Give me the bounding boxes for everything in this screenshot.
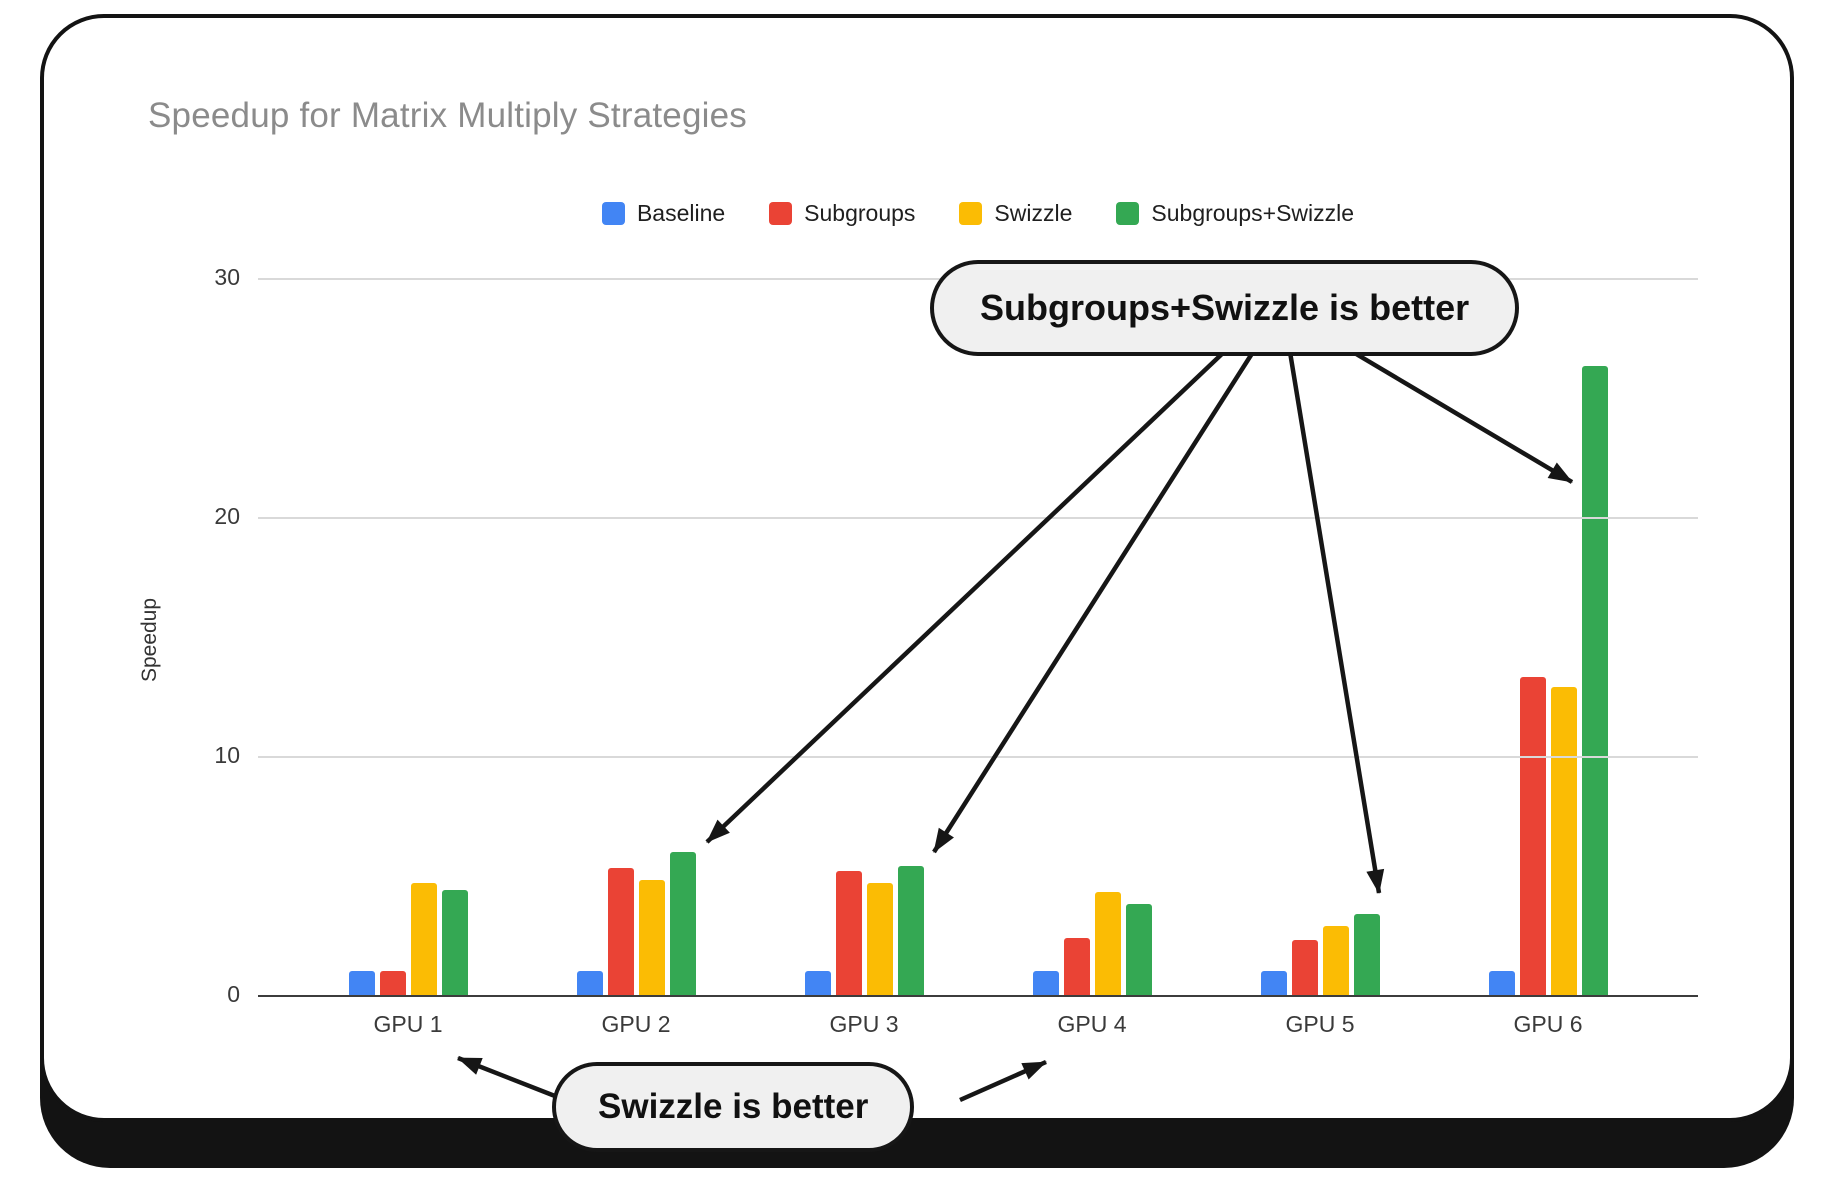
bar-group-gpu-6: [1434, 278, 1662, 995]
bar-swizzle-gpu-6: [1550, 686, 1577, 995]
gridline-20: [258, 517, 1698, 519]
legend-item-baseline: Baseline: [601, 200, 726, 227]
y-tick-20: 20: [214, 503, 240, 529]
bar-group-gpu-5: [1206, 278, 1434, 995]
legend-label: Baseline: [636, 200, 726, 226]
bar-swizzle-gpu-1: [410, 882, 437, 995]
bar-baseline-gpu-2: [576, 971, 603, 995]
legend-label: Swizzle: [994, 200, 1073, 226]
legend-item-subgroups: Subgroups: [769, 200, 915, 227]
x-label-gpu-2: GPU 2: [601, 1011, 671, 1037]
y-axis-title: Speedup: [138, 597, 161, 683]
legend-swatch: [601, 202, 625, 225]
y-tick-0: 0: [227, 981, 240, 1007]
bar-subgroups-gpu-1: [379, 971, 406, 995]
bar-group-gpu-2: [522, 278, 750, 995]
legend-swatch: [769, 202, 793, 225]
callout-swizzle-better: Swizzle is better: [552, 1062, 915, 1152]
bar-baseline-gpu-1: [348, 971, 375, 995]
bar-group-gpu-1: [294, 278, 522, 995]
plot-area: [258, 278, 1698, 997]
bar-subgroups-swizzle-gpu-2: [669, 851, 696, 995]
legend-item-subgroups-swizzle: Subgroups+Swizzle: [1116, 200, 1354, 227]
legend-swatch: [959, 202, 983, 225]
bar-baseline-gpu-4: [1032, 971, 1059, 995]
bar-swizzle-gpu-2: [638, 880, 665, 995]
x-label-gpu-1: GPU 1: [373, 1011, 443, 1037]
bar-group-gpu-3: [750, 278, 978, 995]
bar-subgroups-swizzle-gpu-6: [1581, 366, 1608, 995]
x-label-gpu-4: GPU 4: [1057, 1011, 1127, 1037]
bar-swizzle-gpu-5: [1322, 925, 1349, 995]
bar-subgroups-gpu-2: [607, 868, 634, 995]
bar-groups: [258, 278, 1698, 995]
bar-subgroups-swizzle-gpu-5: [1353, 913, 1380, 995]
y-tick-10: 10: [214, 742, 240, 768]
legend-label: Subgroups+Swizzle: [1151, 200, 1355, 226]
legend-swatch: [1116, 202, 1140, 225]
bar-subgroups-swizzle-gpu-3: [897, 865, 924, 995]
bar-subgroups-gpu-3: [835, 870, 862, 995]
bar-baseline-gpu-5: [1260, 971, 1287, 995]
bar-baseline-gpu-3: [804, 971, 831, 995]
bar-swizzle-gpu-4: [1094, 892, 1121, 995]
bar-subgroups-gpu-4: [1063, 937, 1090, 995]
callout-top-label: Subgroups+Swizzle is better: [980, 287, 1470, 328]
bar-baseline-gpu-6: [1488, 971, 1515, 995]
x-label-gpu-6: GPU 6: [1513, 1011, 1583, 1037]
gridline-10: [258, 756, 1698, 758]
legend-item-swizzle: Swizzle: [959, 200, 1072, 227]
chart-legend: Baseline Subgroups Swizzle Subgroups+Swizzl…: [258, 200, 1698, 227]
bar-subgroups-gpu-5: [1291, 940, 1318, 995]
bar-subgroups-swizzle-gpu-4: [1125, 904, 1152, 995]
bar-swizzle-gpu-3: [866, 882, 893, 995]
callout-bottom-label: Swizzle is better: [598, 1087, 869, 1126]
x-label-gpu-5: GPU 5: [1285, 1011, 1355, 1037]
legend-label: Subgroups: [804, 200, 916, 226]
bar-group-gpu-4: [978, 278, 1206, 995]
x-label-gpu-3: GPU 3: [829, 1011, 899, 1037]
bar-subgroups-gpu-6: [1519, 677, 1546, 995]
chart-title: Speedup for Matrix Multiply Strategies: [148, 96, 747, 135]
x-axis-labels: GPU 1 GPU 2 GPU 3 GPU 4 GPU 5 GPU 6: [258, 1011, 1698, 1038]
bar-subgroups-swizzle-gpu-1: [441, 889, 468, 995]
callout-subgroups-swizzle-better: Subgroups+Swizzle is better: [930, 260, 1520, 356]
y-tick-30: 30: [214, 264, 240, 290]
